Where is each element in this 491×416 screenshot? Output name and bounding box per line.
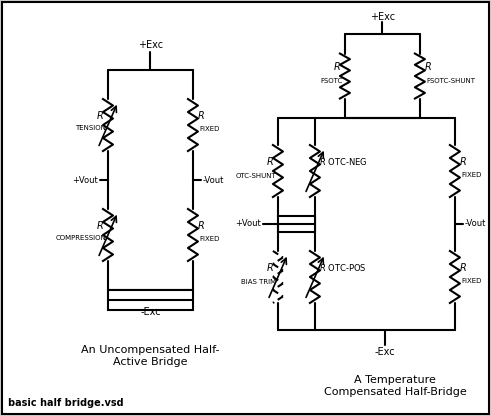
Text: $R$ OTC-NEG: $R$ OTC-NEG xyxy=(319,156,367,167)
Text: $R$: $R$ xyxy=(266,261,274,273)
Text: $R$: $R$ xyxy=(197,219,205,231)
Text: -Exc: -Exc xyxy=(375,347,395,357)
Text: -Vout: -Vout xyxy=(203,176,224,185)
Bar xyxy=(278,216,315,232)
Text: $R$: $R$ xyxy=(424,60,432,72)
Text: $R$: $R$ xyxy=(266,155,274,167)
Text: +Vout: +Vout xyxy=(72,176,98,185)
Text: FIXED: FIXED xyxy=(199,126,219,132)
Text: -Vout: -Vout xyxy=(465,220,486,228)
Text: FSOTC: FSOTC xyxy=(321,78,343,84)
Text: A Temperature
Compensated Half-Bridge: A Temperature Compensated Half-Bridge xyxy=(324,375,466,396)
Text: An Uncompensated Half-
Active Bridge: An Uncompensated Half- Active Bridge xyxy=(81,345,219,366)
Text: OTC-SHUNT: OTC-SHUNT xyxy=(235,173,276,179)
Text: $R$: $R$ xyxy=(459,155,467,167)
Text: $R$: $R$ xyxy=(333,60,341,72)
Text: TENSION: TENSION xyxy=(75,125,106,131)
Text: BIAS TRIM: BIAS TRIM xyxy=(241,279,276,285)
Text: FIXED: FIXED xyxy=(461,172,481,178)
Text: $R$: $R$ xyxy=(197,109,205,121)
Text: +Exc: +Exc xyxy=(138,40,163,50)
Text: FIXED: FIXED xyxy=(199,236,219,242)
Text: $R$: $R$ xyxy=(96,109,104,121)
Text: FIXED: FIXED xyxy=(461,278,481,284)
Text: +Vout: +Vout xyxy=(235,220,261,228)
Text: FSOTC-SHUNT: FSOTC-SHUNT xyxy=(426,78,475,84)
Text: $R$: $R$ xyxy=(459,261,467,273)
Text: -Exc: -Exc xyxy=(140,307,161,317)
Text: $R$: $R$ xyxy=(96,219,104,231)
Text: basic half bridge.vsd: basic half bridge.vsd xyxy=(8,398,124,408)
Bar xyxy=(108,290,193,310)
Text: +Exc: +Exc xyxy=(370,12,395,22)
Text: COMPRESSION: COMPRESSION xyxy=(55,235,106,241)
Text: $R$ OTC-POS: $R$ OTC-POS xyxy=(319,262,366,273)
